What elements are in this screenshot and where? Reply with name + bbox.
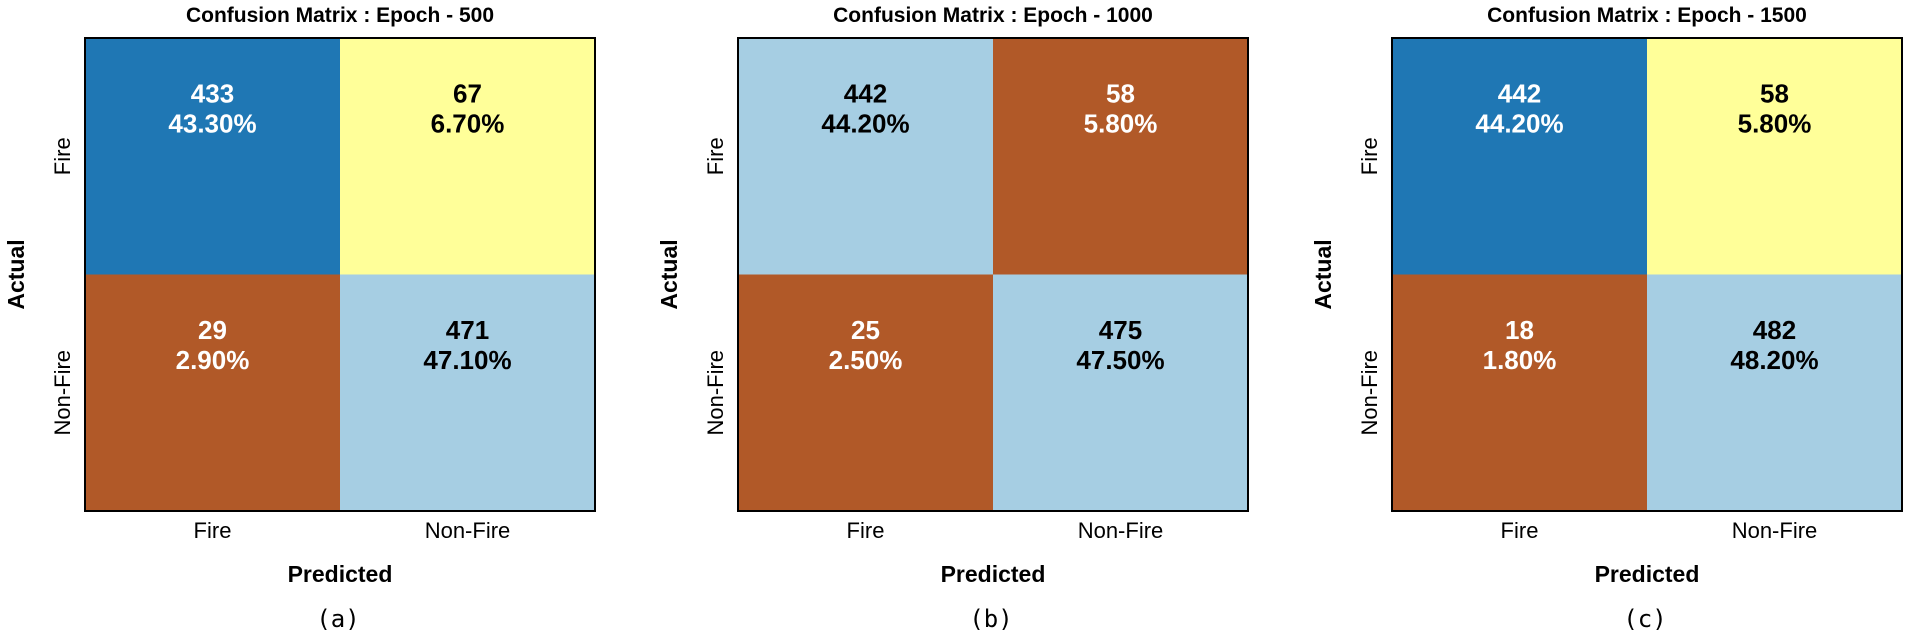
matrix-cell-r1-c0 [738, 274, 993, 511]
matrix-cell-r0-c1 [340, 38, 595, 275]
matrix-frame [1391, 37, 1903, 512]
confusion-matrix-svg: Confusion Matrix : Epoch - 1000 44244.20%… [656, 4, 1249, 633]
cell-count: 433 [191, 78, 234, 108]
matrix-cell-r0-c0 [85, 38, 340, 275]
y-axis-label: Actual [1310, 239, 1336, 309]
x-axis-label: Predicted [1595, 561, 1700, 587]
matrix-frame [84, 37, 596, 512]
x-tick-label: Non-Fire [1078, 518, 1164, 543]
cell-percent: 43.30% [168, 108, 256, 138]
cell-percent: 5.80% [1084, 108, 1158, 138]
x-tick-label: Fire [847, 518, 885, 543]
cell-percent: 5.80% [1738, 108, 1812, 138]
cell-count: 471 [446, 315, 489, 345]
matrix-cell-r0-c1 [993, 38, 1248, 275]
cell-percent: 6.70% [431, 108, 505, 138]
matrix-frame [737, 37, 1249, 512]
y-tick-label: Fire [703, 137, 728, 175]
matrix-cell-r0-c1 [1647, 38, 1902, 275]
chart-title: Confusion Matrix : Epoch - 500 [186, 4, 494, 27]
matrix-cell-r1-c1 [993, 274, 1248, 511]
x-tick-label: Non-Fire [1732, 518, 1818, 543]
x-axis-label: Predicted [941, 561, 1046, 587]
chart-title: Confusion Matrix : Epoch - 1500 [1487, 4, 1807, 27]
y-axis-label: Actual [656, 239, 682, 309]
x-tick-label: Fire [194, 518, 232, 543]
cell-count: 29 [198, 315, 227, 345]
cell-percent: 2.90% [176, 345, 250, 375]
cell-count: 482 [1753, 315, 1796, 345]
subfigure-label: (c) [1623, 605, 1666, 633]
cell-count: 475 [1099, 315, 1142, 345]
confusion-matrix-panel-2: Confusion Matrix : Epoch - 1000 442 44.20%… [653, 0, 1288, 638]
subfigure-label: (a) [316, 605, 359, 633]
confusion-matrix-panel-1: Confusion Matrix : Epoch - 500 433 43.30% 6… [0, 0, 635, 638]
cell-count: 442 [1498, 78, 1541, 108]
cell-percent: 2.50% [829, 345, 903, 375]
chart-title: Confusion Matrix : Epoch - 1000 [833, 4, 1153, 27]
cell-percent: 47.50% [1076, 345, 1164, 375]
y-tick-label: Non-Fire [703, 350, 728, 436]
cell-count: 18 [1505, 315, 1534, 345]
cell-count: 67 [453, 78, 482, 108]
confusion-matrix-panel-3: Confusion Matrix : Epoch - 1500 442 44.20%… [1307, 0, 1905, 638]
subfigure-label: (b) [969, 605, 1012, 633]
matrix-cell-r0-c0 [738, 38, 993, 275]
cell-percent: 47.10% [423, 345, 511, 375]
y-tick-label: Non-Fire [1357, 350, 1382, 436]
cell-count: 442 [844, 78, 887, 108]
y-axis-label: Actual [3, 239, 29, 309]
cell-count: 58 [1760, 78, 1789, 108]
x-axis-label: Predicted [288, 561, 393, 587]
confusion-matrix-svg: Confusion Matrix : Epoch - 1500 44244.20%… [1310, 4, 1903, 633]
y-tick-label: Non-Fire [50, 350, 75, 436]
cell-percent: 44.20% [821, 108, 909, 138]
matrix-cell-r1-c0 [85, 274, 340, 511]
matrix-cell-r1-c1 [340, 274, 595, 511]
matrix-cell-r1-c1 [1647, 274, 1902, 511]
cell-count: 58 [1106, 78, 1135, 108]
x-tick-label: Fire [1501, 518, 1539, 543]
matrix-cell-r1-c0 [1392, 274, 1647, 511]
y-tick-label: Fire [50, 137, 75, 175]
cell-count: 25 [851, 315, 880, 345]
cell-percent: 1.80% [1483, 345, 1557, 375]
matrix-cell-r0-c0 [1392, 38, 1647, 275]
cell-percent: 44.20% [1475, 108, 1563, 138]
x-tick-label: Non-Fire [425, 518, 511, 543]
y-tick-label: Fire [1357, 137, 1382, 175]
cell-percent: 48.20% [1730, 345, 1818, 375]
